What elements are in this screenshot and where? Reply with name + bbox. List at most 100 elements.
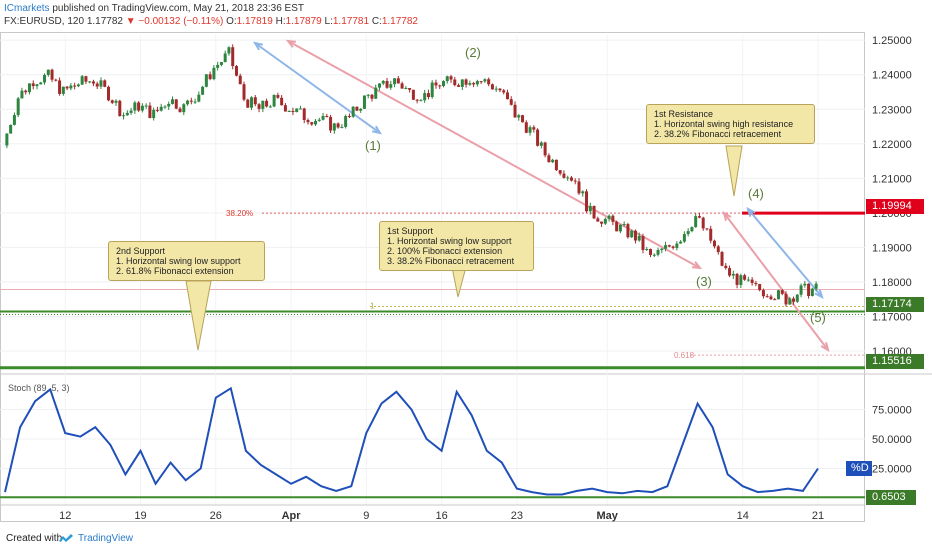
price-candle-body [265, 100, 269, 107]
price-candle-body [355, 106, 359, 111]
fib-ext-618-label: 0.618 [674, 351, 695, 360]
price-candle-body [58, 80, 62, 94]
close-value: 1.17782 [381, 16, 418, 27]
price-candle-body [88, 81, 92, 83]
open-value: 1.17819 [236, 16, 273, 27]
price-candle-body [434, 82, 438, 86]
price-candle-body [351, 106, 355, 117]
price-candle-body [814, 283, 818, 289]
symbol-name[interactable]: FX:EURUSD, 120 [4, 16, 85, 27]
price-candle-body [370, 94, 374, 99]
price-candle-body [155, 109, 159, 111]
price-candle-body [65, 86, 69, 89]
price-candle-body [110, 100, 114, 103]
low-label: L: [324, 16, 333, 27]
first-support-callout[interactable]: 1st Support 1. Horizontal swing low supp… [379, 221, 534, 271]
price-candle-body [253, 97, 257, 105]
created-with-text: Created with [6, 533, 63, 544]
price-candle-body [509, 99, 513, 105]
price-candle-body [720, 252, 724, 266]
price-candle-body [362, 95, 366, 109]
price-candle-body [336, 123, 340, 128]
price-axis-tick: 1.24000 [872, 70, 912, 82]
price-candle-body [91, 81, 95, 84]
price-candle-body [626, 224, 630, 238]
publisher-link[interactable]: ICmarkets [4, 3, 50, 14]
price-candle-body [385, 81, 389, 88]
price-candle-body [728, 268, 732, 276]
price-candle-body [457, 85, 461, 87]
price-candle-body [464, 79, 468, 85]
price-candle-body [513, 104, 517, 118]
price-candle-body [419, 100, 423, 102]
price-candle-body [193, 101, 197, 103]
price-candle-body [201, 86, 205, 95]
price-candle-body [80, 76, 84, 85]
wave3-projection-arrow-head [691, 261, 703, 270]
price-candle-body [649, 248, 653, 255]
price-candle-body [600, 221, 604, 224]
price-candle-body [276, 94, 280, 98]
price-candle-body [133, 102, 137, 111]
price-candle-body [554, 159, 558, 171]
price-candle-body [803, 283, 807, 286]
price-candle-body [449, 76, 453, 80]
price-candle-body [272, 94, 276, 107]
price-candle-body [438, 85, 442, 87]
price-candle-body [69, 85, 73, 89]
price-candle-body [378, 83, 382, 88]
price-axis-tick: 1.22000 [872, 139, 912, 151]
price-axis-tick: 1.19000 [872, 242, 912, 254]
price-candle-body [16, 98, 20, 116]
price-candle-body [731, 273, 735, 276]
price-chart[interactable]: 38.20% 1 0.618 1.25000 1.24000 1.23000 1.2200… [0, 0, 932, 524]
price-candle-body [107, 86, 111, 101]
price-candle-body [426, 93, 430, 98]
second-support-callout[interactable]: 2nd Support 1. Horizontal swing low supp… [108, 241, 265, 281]
price-candle-body [250, 97, 254, 108]
tradingview-link[interactable]: TradingView [78, 533, 134, 544]
price-candle-body [298, 108, 302, 110]
price-candle-body [664, 245, 668, 249]
price-candle-body [84, 76, 88, 82]
price-candle-body [795, 294, 799, 302]
price-candle-body [611, 215, 615, 222]
price-candle-body [472, 83, 476, 85]
price-candle-body [716, 246, 720, 253]
x-axis-tick: 14 [737, 510, 749, 522]
price-candle-body [494, 88, 498, 90]
price-candle-body [393, 78, 397, 85]
price-candle-body [216, 64, 220, 68]
elliott-wave-label: (2) [465, 45, 481, 60]
x-axis-tick: 23 [511, 510, 523, 522]
footer: Created with TradingView [0, 524, 932, 550]
wave5-extension-arrow-head [820, 342, 830, 353]
price-candle-body [27, 83, 31, 93]
price-candle-body [283, 105, 287, 112]
price-candle-body [411, 89, 415, 100]
stoch-d-line [4, 386, 819, 496]
price-candle-body [536, 129, 540, 146]
first-resistance-callout[interactable]: 1st Resistance 1. Horizontal swing high … [646, 104, 815, 144]
price-candle-body [475, 81, 479, 85]
price-candle-body [562, 173, 566, 178]
chart-frame [0, 32, 865, 522]
x-axis-tick: Apr [282, 510, 302, 522]
price-candle-body [517, 115, 521, 118]
price-candle-body [231, 47, 235, 67]
price-candle-body [799, 285, 803, 295]
price-candle-body [5, 133, 9, 146]
price-candle-body [712, 240, 716, 247]
price-candle-body [423, 93, 427, 101]
price-candle-body [769, 296, 773, 300]
price-candle-body [615, 221, 619, 232]
price-candle-body [453, 79, 457, 86]
publish-info: published on TradingView.com, May 21, 20… [49, 3, 304, 14]
price-candle-body [585, 191, 589, 212]
price-candle-body [539, 142, 543, 146]
tradingview-logo-icon [59, 534, 73, 542]
price-candle-body [227, 47, 231, 54]
price-candle-body [197, 94, 201, 102]
price-candle-body [577, 181, 581, 194]
price-candle-body [607, 215, 611, 219]
